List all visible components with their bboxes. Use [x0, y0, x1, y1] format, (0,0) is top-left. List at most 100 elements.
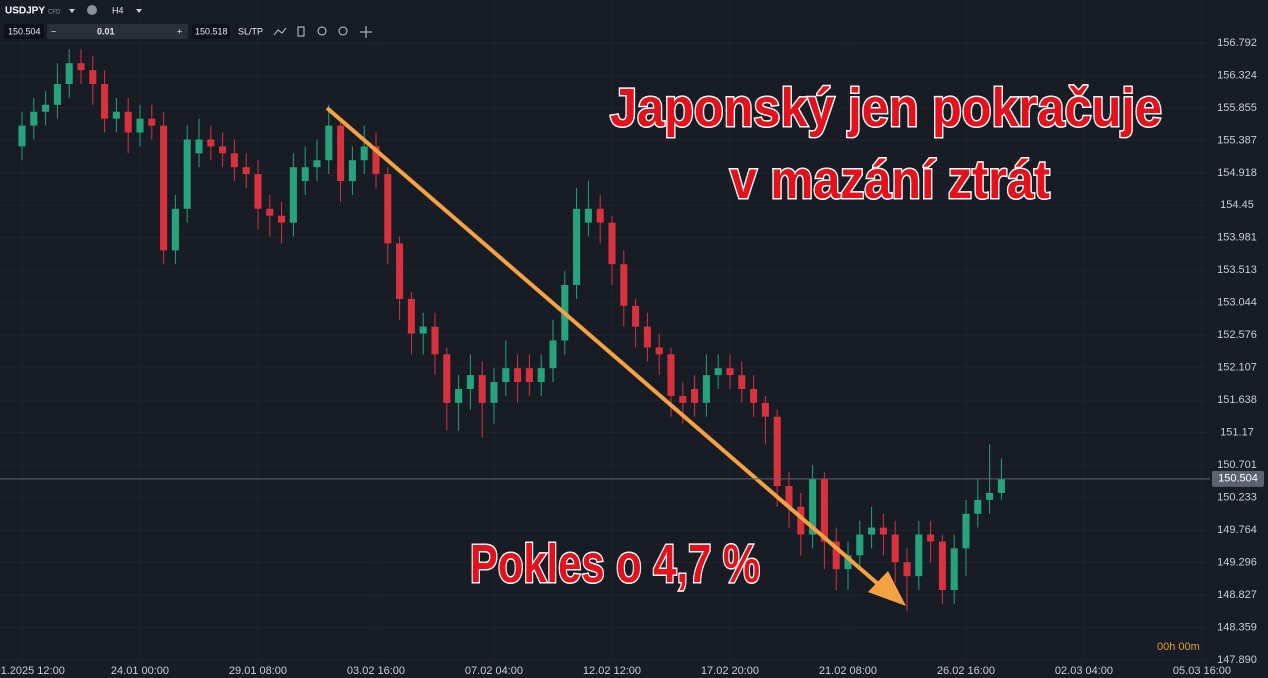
- toolbar: USDJPY CFD H4 150.504 − 0.01 + 150.518 S…: [4, 5, 372, 39]
- indicator-icon[interactable]: [297, 26, 305, 37]
- candle-body: [573, 208, 581, 286]
- candle-body: [337, 125, 345, 182]
- y-tick-label: 155.855: [1217, 102, 1257, 114]
- candle-body: [879, 527, 887, 535]
- candle-body: [844, 555, 852, 570]
- candle-body: [938, 541, 946, 590]
- dropdown-icon[interactable]: [69, 9, 75, 13]
- move-icon[interactable]: [360, 26, 372, 38]
- candle-body: [714, 368, 722, 376]
- candle-body: [549, 340, 557, 369]
- sltp[interactable]: SL/TP: [238, 26, 263, 36]
- plus[interactable]: +: [177, 26, 182, 36]
- candle-body: [230, 153, 238, 168]
- candle-body: [18, 125, 26, 147]
- candle-body: [738, 375, 746, 389]
- x-tick-label: 21.02 08:00: [819, 665, 877, 677]
- candle-body: [903, 562, 911, 577]
- candle-body: [289, 167, 297, 223]
- annotation: Pokles o 4,7 %: [470, 534, 760, 594]
- y-tick-label: 155.387: [1217, 134, 1257, 146]
- lot-input[interactable]: [47, 24, 188, 39]
- symbol[interactable]: USDJPY: [5, 6, 45, 17]
- candle-body: [124, 111, 132, 133]
- minus[interactable]: −: [51, 26, 56, 36]
- candles: [18, 49, 1005, 611]
- candle-body: [525, 368, 533, 383]
- candle-body: [773, 416, 781, 487]
- candle-body: [53, 84, 61, 105]
- candle-body: [313, 160, 321, 168]
- candle-body: [242, 167, 250, 175]
- candle-body: [868, 527, 876, 535]
- dropdown-icon[interactable]: [136, 9, 142, 13]
- candle-body: [632, 305, 640, 327]
- candle-body: [997, 479, 1005, 493]
- candle-body: [537, 368, 545, 383]
- candle-body: [301, 167, 309, 182]
- candle-body: [419, 326, 427, 334]
- candle-body: [89, 70, 97, 85]
- candle-body: [832, 541, 840, 570]
- y-tick-label: 154.45: [1220, 199, 1254, 211]
- ask: 150.518: [195, 26, 228, 36]
- candle-body: [820, 479, 828, 542]
- candle-body: [620, 264, 628, 306]
- y-tick-label: 153.513: [1217, 264, 1257, 276]
- candle-body: [325, 125, 333, 161]
- bid: 150.504: [8, 26, 41, 36]
- y-tick-label: 151.638: [1217, 394, 1257, 406]
- lot: 0.01: [97, 26, 115, 36]
- y-tick-label: 152.107: [1217, 362, 1257, 374]
- candle-body: [407, 298, 415, 334]
- candle-body: [160, 125, 168, 251]
- timeframe[interactable]: H4: [112, 5, 124, 15]
- candle-body: [278, 215, 286, 223]
- timer: 00h 00m: [1157, 641, 1200, 653]
- y-tick-label: 150.701: [1217, 459, 1257, 471]
- candle-body: [643, 326, 651, 348]
- candle-body: [360, 146, 368, 161]
- candle-body: [502, 368, 510, 383]
- candle-body: [797, 506, 805, 535]
- candle-body: [171, 208, 179, 251]
- bid-box[interactable]: [4, 24, 44, 39]
- candle-body: [372, 146, 380, 175]
- candle-body: [584, 208, 592, 223]
- trend-arrow: [325, 106, 887, 592]
- zoom-out-icon[interactable]: [317, 26, 327, 36]
- candle-body: [856, 534, 864, 556]
- info-icon[interactable]: [87, 5, 97, 15]
- x-tick-label: 26.02 16:00: [937, 665, 995, 677]
- x-tick-label: 12.02 12:00: [583, 665, 641, 677]
- candle-body: [148, 118, 156, 126]
- candle-body: [195, 139, 203, 154]
- chart-type-icon[interactable]: [273, 27, 287, 36]
- candle-body: [490, 382, 498, 403]
- candle-body: [219, 146, 227, 154]
- candle-body: [691, 388, 699, 403]
- y-tick-label: 156.324: [1217, 69, 1257, 81]
- y-tick-label: 148.827: [1217, 589, 1257, 601]
- ask-box[interactable]: [192, 24, 230, 39]
- x-tick-label: 07.02 04:00: [465, 665, 523, 677]
- candle-body: [384, 174, 392, 244]
- candle-body: [927, 534, 935, 542]
- candle-body: [77, 63, 85, 71]
- candle-body: [667, 354, 675, 396]
- candle-body: [455, 388, 463, 403]
- candle-body: [266, 208, 274, 216]
- candle-body: [608, 222, 616, 265]
- candle-body: [396, 243, 404, 299]
- candle-body: [761, 402, 769, 417]
- y-tick-label: 153.044: [1217, 297, 1257, 309]
- last-price-box: [1212, 470, 1264, 487]
- zoom-in-icon[interactable]: [338, 26, 348, 36]
- candle-body: [655, 347, 663, 355]
- x-tick-label: 24.01 00:00: [111, 665, 169, 677]
- candle-body: [112, 111, 120, 119]
- candle-body: [750, 388, 758, 403]
- candle-body: [348, 160, 356, 182]
- x-tick-label: 17.02 20:00: [701, 665, 759, 677]
